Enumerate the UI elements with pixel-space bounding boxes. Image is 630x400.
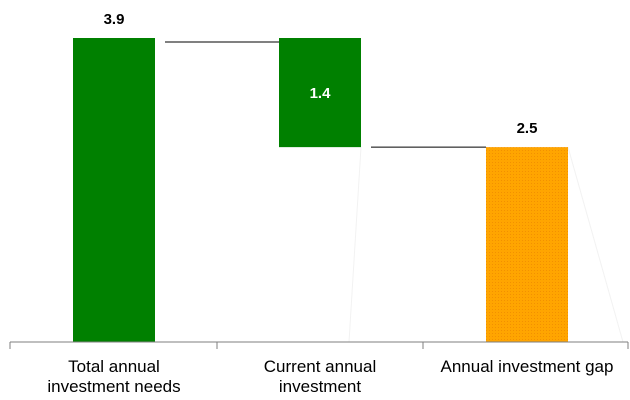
- value-label-2: 1.4: [310, 85, 332, 102]
- bars: [73, 38, 568, 342]
- connector-lines: [165, 41, 624, 343]
- category-label-line: investment needs: [47, 377, 180, 396]
- value-label-1: 3.9: [104, 11, 125, 28]
- x-axis-ticks: [9, 342, 629, 349]
- value-label-3: 2.5: [517, 120, 538, 137]
- category-labels: Total annual investment needs Current annu…: [47, 357, 613, 396]
- category-label-line: Total annual: [68, 357, 160, 376]
- value-labels: 3.9 1.4 2.5: [104, 11, 538, 137]
- category-label-line: investment: [279, 377, 361, 396]
- guide-line-2: [567, 146, 624, 343]
- category-label-line: Current annual: [264, 357, 376, 376]
- bar-1: [73, 38, 155, 342]
- category-label-2: Current annual investment: [264, 357, 376, 396]
- category-label-line: Annual investment gap: [441, 357, 614, 376]
- category-label-3: Annual investment gap: [441, 357, 614, 376]
- category-label-1: Total annual investment needs: [47, 357, 180, 396]
- bar-3: [486, 147, 568, 342]
- bar-2: [279, 38, 361, 148]
- guide-line-1: [348, 147, 362, 343]
